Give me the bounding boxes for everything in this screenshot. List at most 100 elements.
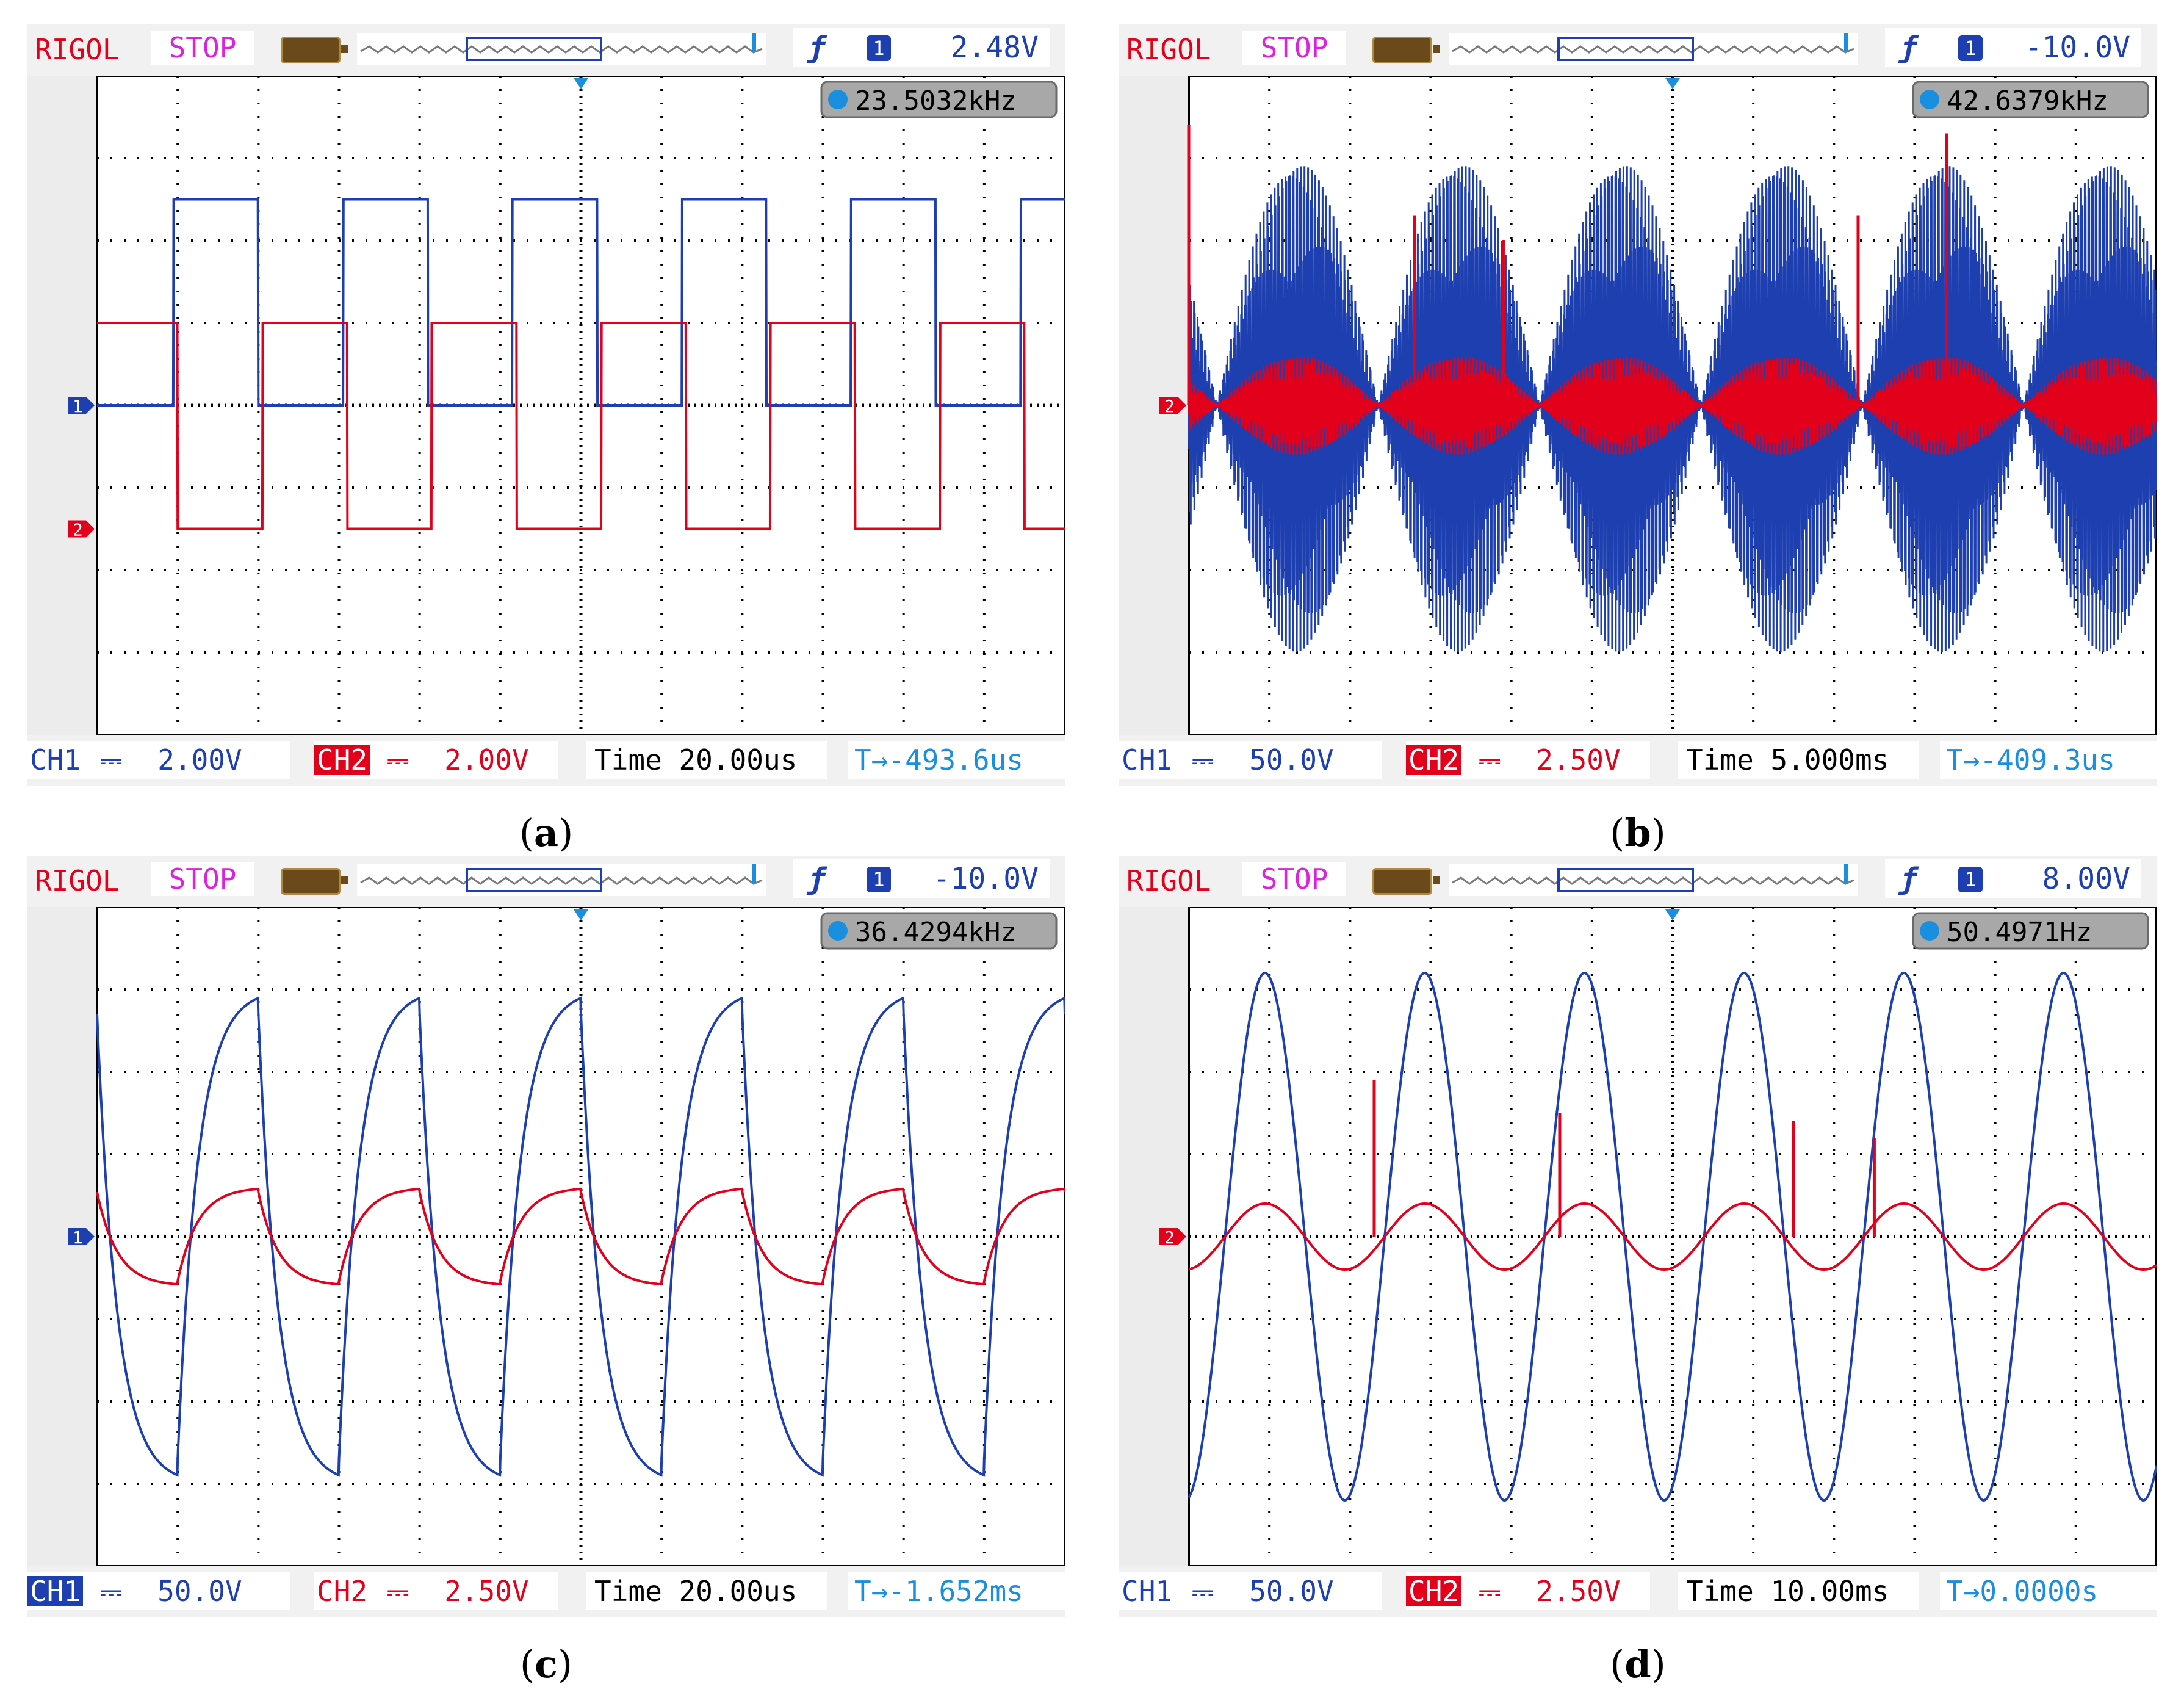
status-bar: RIGOL STOP ƒ 1 2.48V (27, 24, 1065, 76)
ch2-trace (1188, 357, 2157, 455)
ch2-ground-marker: 2 (1159, 1227, 1186, 1248)
frequency-readout: 42.6379kHz (1912, 81, 2149, 118)
memory-position-strip (1449, 864, 1858, 896)
ch1-scale-box[interactable]: CH1 ⎓ 50.0V (1119, 741, 1382, 779)
timebase-box[interactable]: Time 20.00us (586, 741, 827, 779)
ch2-trace (97, 322, 1065, 530)
status-bar: RIGOL STOP ƒ 1 -10.0V (27, 856, 1065, 907)
memory-waveform-preview (360, 45, 763, 54)
panel-caption: (b) (1610, 811, 1666, 855)
frequency-value: 23.5032kHz (855, 85, 1017, 117)
ch2-trace (1188, 1202, 2157, 1271)
dc-coupling-icon: ⎓ (386, 1575, 409, 1608)
trigger-offset-value: -409.3us (1980, 743, 2115, 776)
panel-caption: (c) (519, 1642, 573, 1686)
frequency-value: 42.6379kHz (1947, 85, 2108, 117)
trigger-level: 8.00V (2042, 862, 2131, 896)
trigger-point-marker (752, 33, 756, 51)
ch2-label: CH2 (1406, 1576, 1462, 1606)
dc-coupling-icon: ⎓ (1478, 1575, 1501, 1608)
frequency-value: 36.4294kHz (855, 917, 1017, 948)
caption-letter: b (1624, 811, 1651, 855)
trigger-offset-icon: T→ (1946, 1575, 1980, 1608)
ch1-volts-per-div: 50.0V (157, 1575, 242, 1608)
oscilloscope-screen: RIGOL STOP ƒ 1 8.00V 50.4971Hz 2 CH1 ⎓ 50… (1119, 856, 2157, 1617)
run-stop-status[interactable]: STOP (151, 862, 254, 896)
trigger-setting[interactable]: ƒ 1 -10.0V (793, 859, 1050, 898)
ch2-marker-label: 2 (1164, 1227, 1175, 1248)
ch1-ground-marker: 1 (68, 396, 95, 416)
trigger-offset-box[interactable]: T→-409.3us (1940, 741, 2157, 779)
trigger-setting[interactable]: ƒ 1 8.00V (1885, 859, 2141, 898)
memory-window (1557, 37, 1694, 61)
run-stop-status[interactable]: STOP (151, 31, 254, 65)
timebase-box[interactable]: Time 5.000ms (1678, 741, 1919, 779)
memory-depth-icon (281, 37, 348, 63)
dc-coupling-icon: ⎓ (1191, 1575, 1214, 1608)
channel-settings-bar: CH1 ⎓ 2.00V CH2 ⎓ 2.00V Time 20.00us T→-… (27, 735, 1065, 786)
ch2-scale-box[interactable]: CH2 ⎓ 2.50V (314, 1572, 558, 1610)
ch1-scale-box[interactable]: CH1 ⎓ 50.0V (1119, 1572, 1382, 1610)
time-per-div: 20.00us (679, 1575, 798, 1608)
run-stop-status[interactable]: STOP (1242, 31, 1346, 65)
trigger-level: -10.0V (2024, 31, 2130, 65)
waveform-graticule: 23.5032kHz 1 2 (68, 76, 1065, 735)
brand-label: RIGOL (35, 864, 120, 897)
timebase-box[interactable]: Time 20.00us (586, 1572, 827, 1610)
memory-position-strip (357, 864, 766, 896)
trigger-point-marker (1844, 33, 1848, 51)
trigger-setting[interactable]: ƒ 1 2.48V (793, 28, 1050, 67)
trigger-offset-box[interactable]: T→0.0000s (1940, 1572, 2157, 1610)
brand-label: RIGOL (1126, 864, 1211, 897)
memory-window (1557, 868, 1694, 892)
ch1-trace (97, 198, 1065, 407)
status-bar: RIGOL STOP ƒ 1 8.00V (1119, 856, 2157, 907)
channel-settings-bar: CH1 ⎓ 50.0V CH2 ⎓ 2.50V Time 5.000ms T→-… (1119, 735, 2157, 786)
memory-position-strip (1449, 33, 1858, 65)
ch1-label: CH1 (30, 743, 81, 776)
caption-letter: c (535, 1642, 558, 1686)
panel-caption: (d) (1610, 1642, 1666, 1686)
ch1-label: CH1 (1122, 1575, 1173, 1608)
ch1-ground-marker: 1 (68, 1227, 95, 1248)
ch1-trace (96, 996, 1065, 1477)
run-stop-status[interactable]: STOP (1242, 862, 1346, 896)
trigger-offset-box[interactable]: T→-493.6us (848, 741, 1065, 779)
trigger-position-marker (574, 78, 588, 89)
dc-coupling-icon: ⎓ (1478, 743, 1501, 776)
scope-panel-c: RIGOL STOP ƒ 1 -10.0V 36.4294kHz 1 CH1 ⎓ … (27, 856, 1065, 1686)
trigger-offset-icon: T→ (854, 1575, 888, 1608)
trigger-setting[interactable]: ƒ 1 -10.0V (1885, 28, 2141, 67)
ch2-label: CH2 (314, 745, 370, 775)
trigger-offset-value: -493.6us (888, 743, 1023, 776)
time-per-div: 5.000ms (1770, 743, 1889, 776)
trigger-offset-icon: T→ (1946, 743, 1980, 776)
ch1-label: CH1 (27, 1576, 84, 1606)
trigger-source-channel: 1 (867, 867, 891, 892)
dc-coupling-icon: ⎓ (386, 743, 409, 776)
channel-settings-bar: CH1 ⎓ 50.0V CH2 ⎓ 2.50V Time 20.00us T→-… (27, 1566, 1065, 1617)
trigger-offset-value: 0.0000s (1980, 1575, 2099, 1608)
ch2-scale-box[interactable]: CH2 ⎓ 2.50V (1406, 741, 1650, 779)
edge-trigger-icon: ƒ (808, 31, 826, 65)
trigger-offset-box[interactable]: T→-1.652ms (848, 1572, 1065, 1610)
memory-depth-icon (1372, 868, 1440, 895)
ch1-scale-box[interactable]: CH1 ⎓ 2.00V (27, 741, 290, 779)
ch1-scale-box[interactable]: CH1 ⎓ 50.0V (27, 1572, 290, 1610)
ch2-volts-per-div: 2.50V (1536, 1575, 1621, 1608)
dc-coupling-icon: ⎓ (1191, 743, 1214, 776)
ch2-volts-per-div: 2.00V (444, 743, 529, 776)
scope-panel-b: RIGOL STOP ƒ 1 -10.0V 42.6379kHz 2 CH1 ⎓ … (1119, 24, 2157, 855)
ch2-scale-box[interactable]: CH2 ⎓ 2.50V (1406, 1572, 1650, 1610)
trigger-position-marker (1665, 78, 1680, 89)
ch1-volts-per-div: 50.0V (1249, 743, 1334, 776)
channel-settings-bar: CH1 ⎓ 50.0V CH2 ⎓ 2.50V Time 10.00ms T→0… (1119, 1566, 2157, 1617)
time-label: Time (594, 1575, 662, 1608)
dc-coupling-icon: ⎓ (99, 743, 123, 776)
scope-panel-a: RIGOL STOP ƒ 1 2.48V 23.5032kHz 1 2 CH1 ⎓ … (27, 24, 1065, 855)
ch2-scale-box[interactable]: CH2 ⎓ 2.00V (314, 741, 558, 779)
trigger-point-marker (1844, 864, 1848, 883)
time-per-div: 20.00us (679, 743, 798, 776)
frequency-readout: 23.5032kHz (820, 81, 1058, 118)
timebase-box[interactable]: Time 10.00ms (1678, 1572, 1919, 1610)
